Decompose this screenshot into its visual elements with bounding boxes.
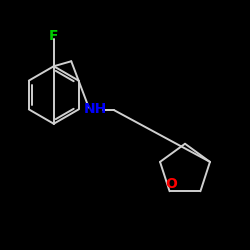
- Text: NH: NH: [84, 102, 106, 116]
- Text: F: F: [49, 29, 58, 43]
- Text: O: O: [165, 177, 177, 191]
